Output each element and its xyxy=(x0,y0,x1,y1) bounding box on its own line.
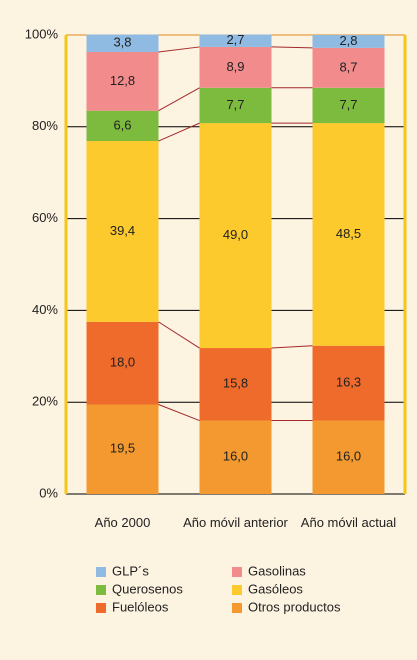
connector-line xyxy=(271,46,313,49)
y-tick-label: 40% xyxy=(32,302,58,317)
legend-label: Gasóleos xyxy=(248,581,303,596)
legend-swatch xyxy=(96,603,106,613)
value-label: 2,7 xyxy=(226,32,244,47)
bar-segment xyxy=(199,46,272,88)
value-label: 7,7 xyxy=(226,97,244,112)
value-label: 15,8 xyxy=(223,376,248,391)
connector-line xyxy=(158,122,200,142)
bar-segment xyxy=(199,34,272,47)
bar-segment xyxy=(312,123,385,346)
value-label: 39,4 xyxy=(110,223,135,238)
value-label: 49,0 xyxy=(223,227,248,242)
value-label: 6,6 xyxy=(113,117,131,132)
y-tick-label: 60% xyxy=(32,210,58,225)
legend-swatch xyxy=(96,585,106,595)
value-label: 16,3 xyxy=(336,375,361,390)
y-tick-label: 100% xyxy=(25,26,59,41)
x-tick-label: Año móvil actual xyxy=(300,515,397,530)
value-label: 48,5 xyxy=(336,226,361,241)
bar-segment xyxy=(86,51,159,111)
bar-segment xyxy=(312,35,385,48)
value-label: 16,0 xyxy=(336,449,361,464)
y-tick-label: 20% xyxy=(32,394,58,409)
value-label: 3,8 xyxy=(113,35,131,50)
bar-segment xyxy=(199,87,272,124)
legend-label: GLP´s xyxy=(112,563,149,578)
value-label: 8,7 xyxy=(339,59,357,74)
value-label: 8,9 xyxy=(226,59,244,74)
bar-segment xyxy=(312,47,385,88)
connector-line xyxy=(158,404,200,422)
value-label: 19,5 xyxy=(110,441,135,456)
connector-line xyxy=(158,87,200,112)
connector-line xyxy=(158,321,200,349)
y-tick-label: 80% xyxy=(32,118,58,133)
legend-swatch xyxy=(232,585,242,595)
value-label: 12,8 xyxy=(110,73,135,88)
legend-label: Querosenos xyxy=(112,581,183,596)
legend-label: Fuelóleos xyxy=(112,599,169,614)
x-tick-label: Año móvil anterior xyxy=(183,515,288,530)
value-label: 2,8 xyxy=(339,33,357,48)
legend-label: Gasolinas xyxy=(248,563,306,578)
bar-segment xyxy=(199,348,272,421)
bar-segment xyxy=(86,141,159,322)
bar-segment xyxy=(86,34,159,52)
y-tick-label: 0% xyxy=(39,485,58,500)
value-label: 16,0 xyxy=(223,449,248,464)
connector-line xyxy=(158,46,200,53)
x-tick-label: Año 2000 xyxy=(94,515,151,530)
bar-segment xyxy=(86,110,159,142)
bar-segment xyxy=(199,123,272,349)
bar-segment xyxy=(199,420,272,494)
value-label: 7,7 xyxy=(339,97,357,112)
legend-label: Otros productos xyxy=(248,599,341,614)
bar-segment xyxy=(86,404,159,494)
value-label: 18,0 xyxy=(110,355,135,370)
bar-segment xyxy=(86,321,159,405)
connector-line xyxy=(271,345,313,349)
bar-segment xyxy=(312,87,385,124)
bar-segment xyxy=(312,420,385,494)
bar-segment xyxy=(312,345,385,421)
legend-swatch xyxy=(232,567,242,577)
legend-swatch xyxy=(232,603,242,613)
legend-swatch xyxy=(96,567,106,577)
